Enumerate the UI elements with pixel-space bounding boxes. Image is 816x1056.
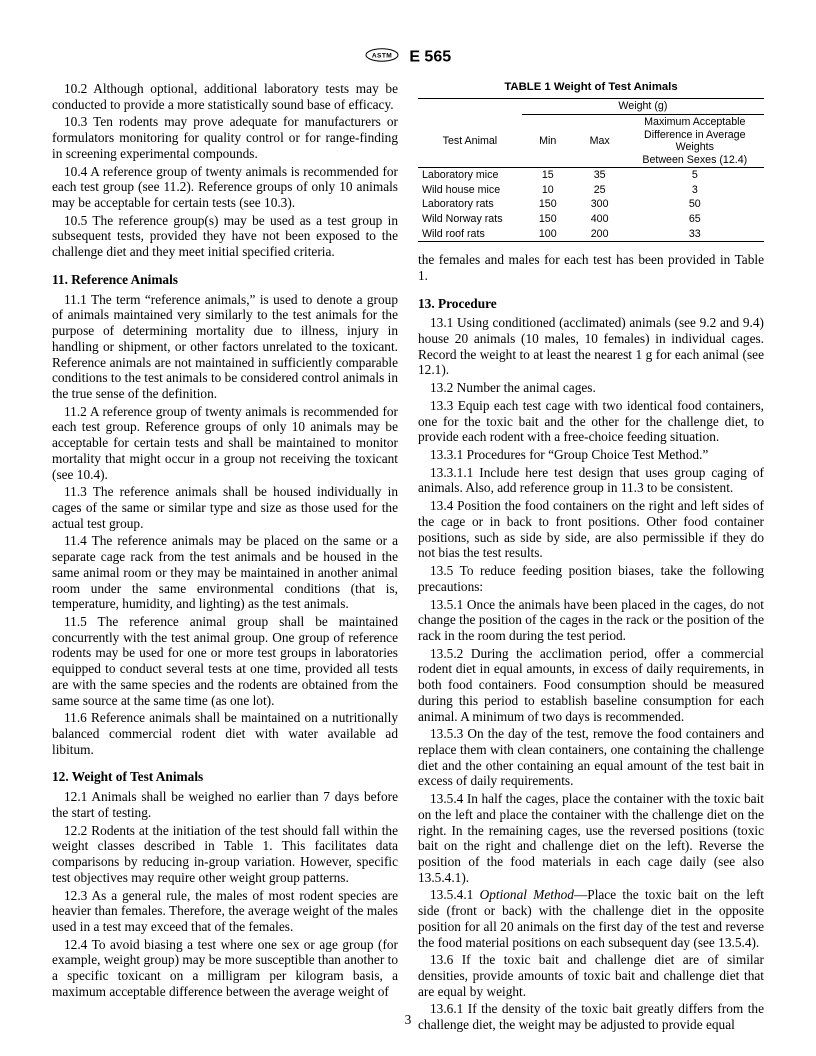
para-13-1: 13.1 Using conditioned (acclimated) anim…	[418, 315, 764, 378]
para-13-5-4-1: 13.5.4.1 Optional Method—Place the toxic…	[418, 887, 764, 950]
table-row: Wild roof rats 100 200 33	[418, 227, 764, 242]
para-10-4: 10.4 A reference group of twenty animals…	[52, 164, 398, 211]
para-13-4: 13.4 Position the food containers on the…	[418, 498, 764, 561]
table-super-header: Weight (g)	[522, 99, 764, 115]
para-13-3-1: 13.3.1 Procedures for “Group Choice Test…	[418, 447, 764, 463]
section-11-head: 11. Reference Animals	[52, 272, 398, 288]
table-1-title: TABLE 1 Weight of Test Animals	[418, 81, 764, 94]
table-row: Wild house mice 10 25 3	[418, 183, 764, 198]
table-row: Wild Norway rats 150 400 65	[418, 212, 764, 227]
section-13-head: 13. Procedure	[418, 296, 764, 312]
para-13-5: 13.5 To reduce feeding position biases, …	[418, 563, 764, 594]
table-row: Laboratory mice 15 35 5	[418, 168, 764, 183]
th-diff: Maximum Acceptable Difference in Average…	[626, 114, 764, 167]
page-header: ASTM E 565	[52, 48, 764, 67]
th-animal: Test Animal	[418, 114, 522, 167]
para-13-6: 13.6 If the toxic bait and challenge die…	[418, 952, 764, 999]
para-11-6: 11.6 Reference animals shall be maintain…	[52, 710, 398, 757]
table-row: Laboratory rats 150 300 50	[418, 197, 764, 212]
para-12-4: 12.4 To avoid biasing a test where one s…	[52, 937, 398, 1000]
para-13-5-1: 13.5.1 Once the animals have been placed…	[418, 597, 764, 644]
para-13-5-4: 13.5.4 In half the cages, place the cont…	[418, 791, 764, 885]
para-12-2: 12.2 Rodents at the initiation of the te…	[52, 823, 398, 886]
para-10-3: 10.3 Ten rodents may prove adequate for …	[52, 114, 398, 161]
para-10-5: 10.5 The reference group(s) may be used …	[52, 213, 398, 260]
section-12-head: 12. Weight of Test Animals	[52, 769, 398, 785]
para-11-4: 11.4 The reference animals may be placed…	[52, 533, 398, 612]
th-max: Max	[574, 114, 626, 167]
para-13-2: 13.2 Number the animal cages.	[418, 380, 764, 396]
para-11-3: 11.3 The reference animals shall be hous…	[52, 484, 398, 531]
body-columns: 10.2 Although optional, additional labor…	[52, 81, 764, 1033]
para-13-5-3: 13.5.3 On the day of the test, remove th…	[418, 726, 764, 789]
astm-logo: ASTM	[365, 48, 399, 67]
svg-text:ASTM: ASTM	[372, 53, 392, 60]
standard-number: E 565	[409, 49, 451, 66]
para-12-4-cont: the females and males for each test has …	[418, 252, 764, 283]
para-11-5: 11.5 The reference animal group shall be…	[52, 614, 398, 708]
page-number: 3	[0, 1012, 816, 1028]
th-min: Min	[522, 114, 574, 167]
para-13-3-1-1: 13.3.1.1 Include here test design that u…	[418, 465, 764, 496]
para-12-1: 12.1 Animals shall be weighed no earlier…	[52, 789, 398, 820]
para-12-3: 12.3 As a general rule, the males of mos…	[52, 888, 398, 935]
para-10-2: 10.2 Although optional, additional labor…	[52, 81, 398, 112]
para-13-3: 13.3 Equip each test cage with two ident…	[418, 398, 764, 445]
para-11-1: 11.1 The term “reference animals,” is us…	[52, 292, 398, 402]
table-1: TABLE 1 Weight of Test Animals Weight (g…	[418, 81, 764, 242]
para-13-5-2: 13.5.2 During the acclimation period, of…	[418, 646, 764, 725]
para-11-2: 11.2 A reference group of twenty animals…	[52, 404, 398, 483]
table-1-grid: Weight (g) Test Animal Min Max Maximum A…	[418, 98, 764, 242]
